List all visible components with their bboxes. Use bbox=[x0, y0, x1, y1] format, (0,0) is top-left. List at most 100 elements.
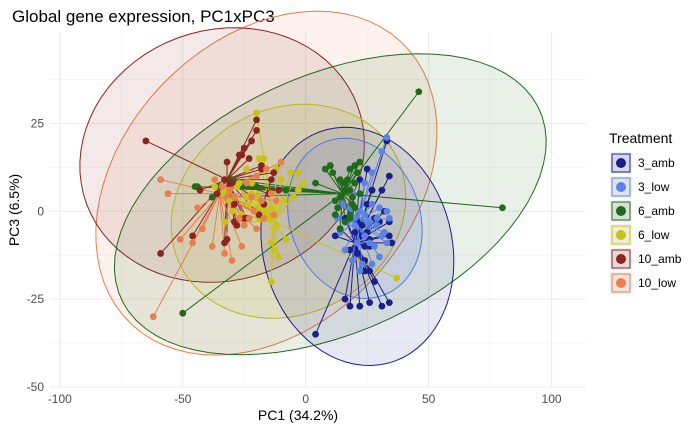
point-6_amb bbox=[351, 162, 359, 169]
legend-label-3_low: 3_low bbox=[638, 180, 670, 194]
point-10_low bbox=[240, 221, 248, 229]
y-tick-label: -25 bbox=[27, 292, 45, 306]
point-6_low bbox=[290, 193, 297, 201]
point-10_amb bbox=[245, 155, 253, 162]
point-6_low bbox=[393, 274, 401, 282]
legend-key-point bbox=[616, 278, 626, 288]
spoke-6_amb bbox=[342, 91, 420, 194]
point-10_low bbox=[250, 207, 258, 215]
point-6_amb bbox=[351, 179, 359, 187]
point-3_amb bbox=[385, 172, 393, 180]
point-10_low bbox=[243, 179, 251, 187]
point-10_low bbox=[226, 186, 233, 194]
point-6_amb bbox=[208, 193, 216, 201]
point-10_amb bbox=[189, 232, 197, 240]
point-10_low bbox=[176, 235, 184, 243]
point-3_low bbox=[383, 134, 391, 141]
y-tick-label: -50 bbox=[27, 380, 45, 394]
point-6_amb bbox=[339, 179, 346, 187]
point-6_amb bbox=[334, 204, 342, 212]
point-6_amb bbox=[356, 190, 364, 198]
point-10_amb bbox=[213, 190, 221, 198]
point-6_amb bbox=[321, 165, 329, 173]
point-6_amb bbox=[312, 179, 319, 187]
point-3_low bbox=[368, 260, 376, 268]
point-3_low bbox=[351, 221, 359, 229]
point-6_amb bbox=[499, 204, 506, 212]
point-3_low bbox=[378, 148, 386, 155]
point-3_amb bbox=[371, 278, 378, 285]
point-10_amb bbox=[253, 127, 260, 134]
point-3_low bbox=[356, 207, 364, 215]
point-6_amb bbox=[349, 193, 356, 201]
point-6_amb bbox=[415, 88, 423, 96]
point-10_low bbox=[272, 197, 280, 205]
point-6_low bbox=[218, 190, 226, 198]
point-6_low bbox=[275, 253, 283, 261]
point-3_amb bbox=[341, 295, 349, 303]
point-3_low bbox=[351, 214, 359, 222]
point-10_amb bbox=[231, 218, 238, 226]
point-6_amb bbox=[341, 218, 349, 226]
point-3_amb bbox=[363, 200, 371, 208]
point-6_amb bbox=[179, 309, 187, 317]
point-6_amb bbox=[329, 169, 337, 176]
confidence-ellipses bbox=[79, 10, 547, 367]
point-6_low bbox=[248, 179, 256, 187]
point-6_amb bbox=[346, 165, 354, 173]
point-3_amb bbox=[363, 165, 371, 173]
point-10_low bbox=[211, 176, 219, 184]
point-10_amb bbox=[235, 151, 243, 159]
legend-key-point bbox=[616, 230, 626, 240]
point-10_low bbox=[253, 172, 260, 180]
point-3_low bbox=[361, 179, 369, 187]
point-10_low bbox=[231, 193, 238, 201]
point-10_amb bbox=[221, 176, 228, 184]
point-10_low bbox=[270, 211, 278, 219]
point-6_low bbox=[243, 165, 251, 173]
point-3_amb bbox=[378, 302, 386, 310]
point-10_low bbox=[235, 214, 243, 222]
point-10_amb bbox=[221, 239, 228, 247]
point-6_amb bbox=[353, 169, 361, 176]
legend-key-point bbox=[616, 206, 626, 216]
legend-label-3_amb: 3_amb bbox=[638, 156, 675, 170]
ellipse-6_low bbox=[170, 103, 407, 319]
point-10_low bbox=[164, 190, 172, 198]
point-3_low bbox=[368, 169, 376, 176]
spoke-10_amb bbox=[226, 158, 250, 180]
point-10_amb bbox=[223, 158, 231, 166]
point-10_amb bbox=[240, 144, 248, 152]
y-tick-label: 25 bbox=[31, 116, 45, 130]
spoke-10_low bbox=[211, 193, 221, 247]
legend-key-point bbox=[616, 158, 626, 168]
chart-title: Global gene expression, PC1xPC3 bbox=[12, 7, 275, 26]
data-points bbox=[142, 88, 506, 338]
point-3_low bbox=[383, 239, 391, 247]
spoke-10_low bbox=[201, 193, 221, 230]
point-10_low bbox=[221, 250, 228, 257]
point-3_amb bbox=[356, 302, 364, 310]
point-6_low bbox=[267, 239, 275, 247]
spoke-6_amb bbox=[342, 193, 503, 209]
point-6_amb bbox=[351, 204, 359, 212]
point-6_low bbox=[267, 278, 275, 285]
point-10_low bbox=[253, 225, 260, 233]
point-3_amb bbox=[358, 221, 366, 229]
ellipse-10_amb bbox=[79, 27, 365, 283]
point-3_low bbox=[361, 211, 369, 219]
spoke-3_amb bbox=[354, 242, 371, 272]
point-3_amb bbox=[366, 267, 374, 275]
point-6_amb bbox=[346, 214, 354, 222]
point-10_low bbox=[157, 176, 165, 184]
point-10_amb bbox=[142, 137, 150, 145]
spoke-3_amb bbox=[315, 242, 356, 335]
point-6_low bbox=[233, 183, 241, 191]
point-3_amb bbox=[368, 186, 376, 194]
point-10_amb bbox=[231, 200, 238, 208]
point-6_low bbox=[299, 179, 307, 187]
point-10_low bbox=[262, 165, 270, 173]
point-10_amb bbox=[275, 186, 283, 194]
point-10_low bbox=[245, 214, 253, 222]
